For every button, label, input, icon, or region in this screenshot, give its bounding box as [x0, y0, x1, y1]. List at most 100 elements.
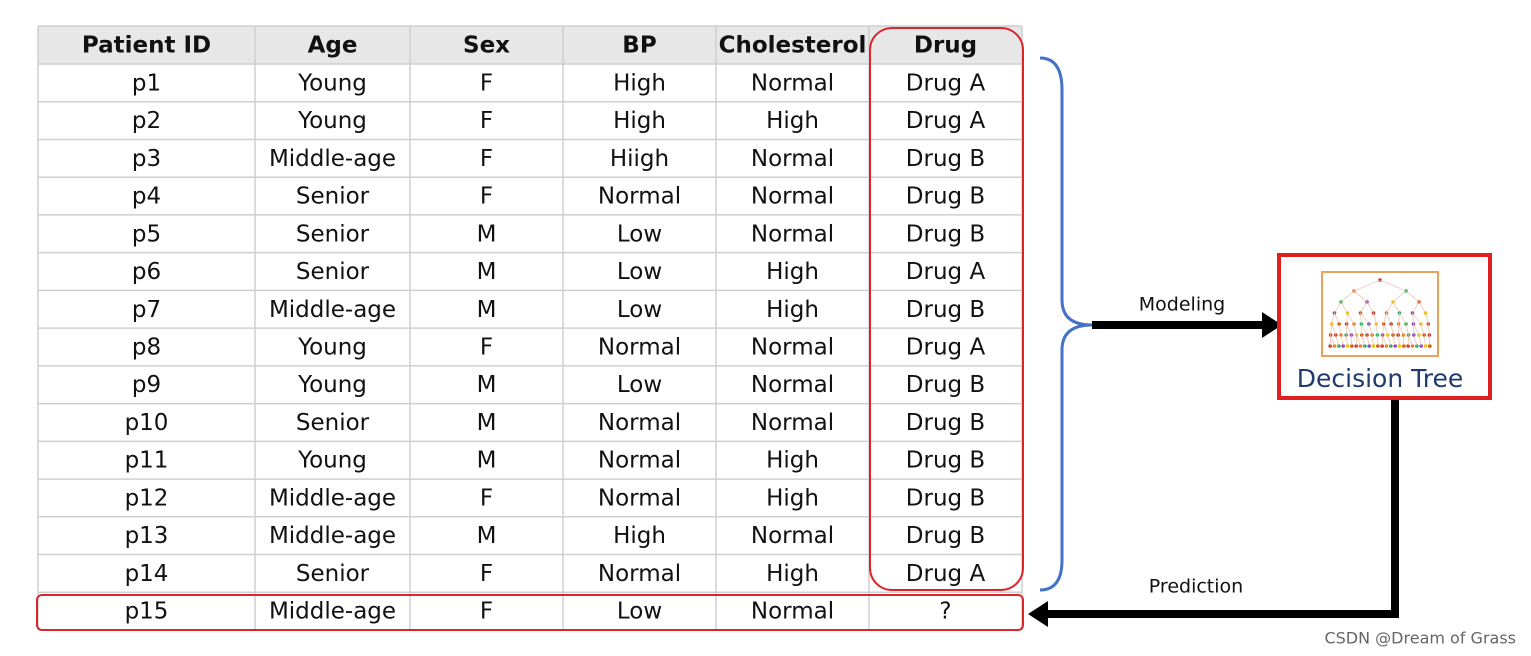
cell: M — [477, 259, 497, 285]
cell: Normal — [751, 410, 834, 436]
table: Patient ID Age Sex BP Cholesterol Drug p1 Young… — [37, 25, 1023, 630]
cell: p7 — [132, 297, 161, 323]
tree-edge — [1371, 334, 1374, 347]
cell: Young — [297, 372, 367, 398]
cell: Normal — [598, 184, 681, 210]
tree-edge — [1340, 301, 1348, 314]
tree-edge — [1412, 312, 1422, 325]
cell: F — [480, 485, 493, 511]
tree-edge — [1392, 290, 1407, 303]
cell: Middle-age — [269, 485, 396, 511]
cell: p8 — [132, 335, 161, 361]
cell: Normal — [598, 561, 681, 587]
tree-edge — [1353, 279, 1381, 292]
cell: p3 — [132, 146, 161, 172]
cell: F — [480, 599, 493, 625]
cell: High — [766, 297, 819, 323]
tree-edge — [1413, 323, 1420, 336]
cell: Senior — [296, 259, 370, 285]
cell: F — [480, 108, 493, 134]
cell: p15 — [125, 599, 169, 625]
cell: Drug B — [906, 448, 985, 474]
tree-edge — [1368, 323, 1373, 336]
tree-edge — [1353, 290, 1368, 303]
cell: Hiigh — [610, 146, 669, 172]
tree-edge — [1423, 334, 1426, 347]
tree-edge — [1382, 334, 1387, 347]
cell: p1 — [132, 70, 161, 96]
tree-edge — [1413, 334, 1418, 347]
cell: p13 — [125, 523, 169, 549]
tree-edge — [1382, 323, 1385, 336]
cell: Middle-age — [269, 523, 396, 549]
tree-edge — [1360, 312, 1362, 325]
cell: F — [480, 146, 493, 172]
tree-edge — [1366, 334, 1370, 347]
cell: Normal — [751, 335, 834, 361]
cell: Low — [617, 221, 662, 247]
cell: Senior — [296, 184, 370, 210]
cell: F — [480, 335, 493, 361]
cell: M — [477, 297, 497, 323]
cell: F — [480, 184, 493, 210]
tree-edge — [1397, 334, 1400, 347]
tree-edge — [1346, 312, 1348, 325]
tree-edge — [1361, 334, 1366, 347]
tree-edge — [1366, 301, 1374, 314]
tree-edge — [1383, 323, 1389, 336]
tree-edge — [1375, 323, 1378, 336]
header-background — [38, 26, 1022, 64]
cell: M — [477, 523, 497, 549]
tree-edge — [1331, 312, 1335, 325]
cell: p11 — [125, 448, 169, 474]
cell: High — [766, 561, 819, 587]
tree-edge — [1392, 301, 1400, 314]
cell: Normal — [598, 485, 681, 511]
tree-edge — [1356, 334, 1361, 347]
cell: Young — [297, 108, 367, 134]
tree-node — [1354, 344, 1358, 348]
cell: p9 — [132, 372, 161, 398]
cell: M — [477, 410, 497, 436]
tree-edge — [1347, 312, 1355, 325]
cell: F — [480, 561, 493, 587]
cell: Normal — [751, 221, 834, 247]
cell: Normal — [751, 184, 834, 210]
prediction-label: Prediction — [1149, 576, 1243, 598]
cell: High — [613, 70, 666, 96]
tree-edge — [1373, 312, 1377, 325]
tree-edge — [1338, 323, 1342, 336]
cell: Young — [297, 448, 367, 474]
cell: p4 — [132, 184, 161, 210]
header-cell: Age — [308, 33, 358, 59]
tree-edge — [1340, 334, 1344, 347]
cell: ? — [939, 599, 951, 625]
tree-edge — [1405, 323, 1409, 336]
tree-edge — [1425, 312, 1429, 325]
query-row-highlight — [36, 594, 1024, 631]
tree-edge — [1345, 334, 1348, 347]
cell: Normal — [751, 70, 834, 96]
tree-edge — [1340, 290, 1355, 303]
tree-edge — [1360, 312, 1370, 325]
cell: Drug B — [906, 485, 985, 511]
tree-edge — [1408, 334, 1413, 347]
tree-node — [1406, 344, 1410, 348]
tree-edge — [1335, 334, 1340, 347]
cell: Drug B — [906, 184, 985, 210]
cell: Drug B — [906, 372, 985, 398]
cell: F — [480, 70, 493, 96]
cell: Drug B — [906, 146, 985, 172]
tree-edge — [1390, 323, 1394, 336]
cell: p10 — [125, 410, 169, 436]
tree-edge — [1387, 334, 1392, 347]
tree-edge — [1412, 312, 1414, 325]
tree-edge — [1386, 301, 1394, 314]
cell: Senior — [296, 221, 370, 247]
cell: Middle-age — [269, 297, 396, 323]
cell: Drug A — [906, 70, 986, 96]
cell: p12 — [125, 485, 169, 511]
header-cell: Patient ID — [82, 33, 211, 59]
tree-edge — [1331, 323, 1337, 336]
cell: Senior — [296, 561, 370, 587]
